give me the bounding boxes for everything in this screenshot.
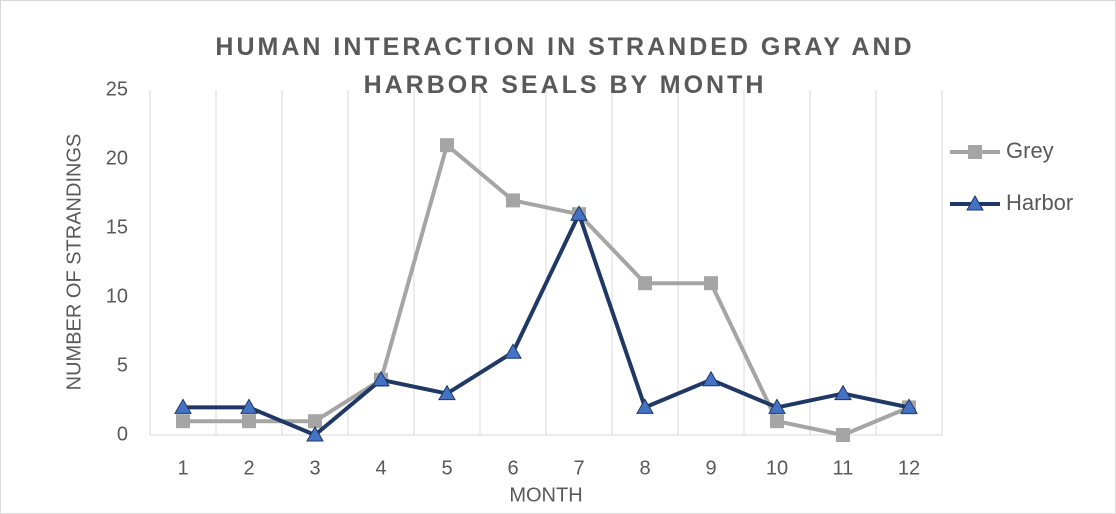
data-point — [770, 414, 784, 429]
x-tick-label: 5 — [441, 457, 452, 479]
data-point — [306, 425, 324, 442]
data-point — [704, 276, 718, 291]
legend-label: Grey — [1006, 138, 1054, 163]
x-tick-label: 8 — [639, 457, 650, 479]
data-point — [438, 384, 456, 401]
data-point — [308, 414, 322, 429]
legend-label: Harbor — [1006, 190, 1073, 215]
x-tick-label: 2 — [243, 457, 254, 479]
data-point — [768, 398, 786, 414]
series-line — [183, 212, 910, 437]
data-point — [636, 398, 654, 414]
x-tick-label: 1 — [177, 457, 188, 479]
y-tick-label: 15 — [106, 216, 128, 238]
y-tick-label: 5 — [117, 354, 128, 376]
series-line — [183, 143, 910, 437]
y-tick-label: 0 — [117, 423, 128, 445]
data-point — [900, 398, 918, 414]
x-tick-label: 4 — [375, 457, 386, 479]
data-point — [834, 384, 852, 401]
x-tick-label: 6 — [507, 457, 518, 479]
legend-marker — [966, 194, 984, 211]
x-tick-label: 12 — [898, 457, 920, 479]
chart-title: HUMAN INTERACTION IN STRANDED GRAY AND H… — [215, 33, 915, 99]
data-point — [372, 370, 390, 387]
data-point — [504, 343, 522, 359]
data-point — [174, 398, 192, 414]
data-point — [702, 370, 720, 387]
x-tick-label: 10 — [766, 457, 788, 479]
x-tick-label: 11 — [833, 457, 854, 479]
y-tick-label: 10 — [106, 285, 128, 307]
y-axis-label: NUMBER OF STRANDINGS — [63, 134, 85, 391]
x-tick-label: 7 — [573, 457, 584, 479]
x-tick-label: 9 — [705, 457, 716, 479]
y-tick-label: 20 — [106, 147, 128, 169]
data-point — [242, 414, 256, 429]
x-tick-label: 3 — [309, 457, 320, 479]
data-point — [638, 276, 652, 291]
data-point — [836, 428, 850, 442]
legend-marker — [968, 145, 982, 159]
data-point — [570, 205, 588, 221]
data-point — [176, 414, 190, 429]
data-point — [240, 398, 258, 414]
x-axis-label: MONTH — [509, 484, 582, 506]
data-point — [506, 193, 520, 208]
y-tick-label: 25 — [106, 78, 128, 100]
data-point — [440, 138, 454, 153]
